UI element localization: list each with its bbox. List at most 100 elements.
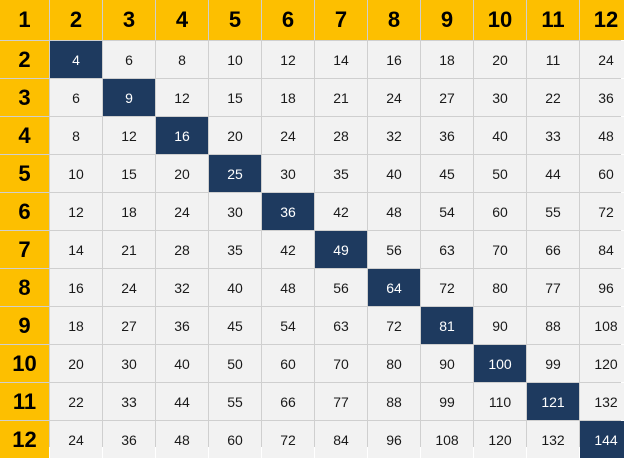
row-header-cell: 8 [0,269,49,306]
product-cell: 108 [580,307,624,344]
product-cell: 27 [421,79,473,116]
product-cell: 132 [527,421,579,458]
product-cell: 28 [315,117,367,154]
product-cell: 72 [262,421,314,458]
product-cell: 80 [368,345,420,382]
product-cell: 45 [209,307,261,344]
row-header-cell: 6 [0,193,49,230]
product-cell: 96 [368,421,420,458]
product-cell: 48 [368,193,420,230]
row-header-cell: 7 [0,231,49,268]
product-cell: 8 [156,41,208,78]
product-cell: 15 [103,155,155,192]
product-cell: 88 [527,307,579,344]
product-cell: 27 [103,307,155,344]
product-cell: 40 [156,345,208,382]
square-product-cell: 25 [209,155,261,192]
product-cell: 66 [262,383,314,420]
column-header-cell: 12 [580,0,624,40]
product-cell: 20 [50,345,102,382]
product-cell: 50 [209,345,261,382]
product-cell: 66 [527,231,579,268]
product-cell: 21 [315,79,367,116]
column-header-cell: 6 [262,0,314,40]
square-product-cell: 81 [421,307,473,344]
product-cell: 14 [315,41,367,78]
product-cell: 60 [474,193,526,230]
product-cell: 36 [156,307,208,344]
product-cell: 50 [474,155,526,192]
product-cell: 72 [421,269,473,306]
row-header-cell: 4 [0,117,49,154]
product-cell: 42 [315,193,367,230]
product-cell: 32 [368,117,420,154]
row-header-cell: 9 [0,307,49,344]
product-cell: 22 [50,383,102,420]
product-cell: 54 [262,307,314,344]
product-cell: 42 [262,231,314,268]
product-cell: 80 [474,269,526,306]
product-cell: 48 [156,421,208,458]
product-cell: 6 [50,79,102,116]
square-product-cell: 36 [262,193,314,230]
product-cell: 15 [209,79,261,116]
product-cell: 36 [580,79,624,116]
product-cell: 77 [527,269,579,306]
row-header-cell: 2 [0,41,49,78]
product-cell: 84 [315,421,367,458]
product-cell: 12 [262,41,314,78]
product-cell: 60 [262,345,314,382]
product-cell: 90 [421,345,473,382]
product-cell: 12 [103,117,155,154]
product-cell: 55 [527,193,579,230]
product-cell: 120 [474,421,526,458]
product-cell: 60 [209,421,261,458]
product-cell: 54 [421,193,473,230]
product-cell: 45 [421,155,473,192]
product-cell: 18 [103,193,155,230]
product-cell: 35 [315,155,367,192]
column-header-cell: 3 [103,0,155,40]
product-cell: 24 [103,269,155,306]
product-cell: 70 [315,345,367,382]
product-cell: 36 [421,117,473,154]
product-cell: 12 [50,193,102,230]
row-header-cell: 3 [0,79,49,116]
product-cell: 10 [50,155,102,192]
product-cell: 120 [580,345,624,382]
product-cell: 132 [580,383,624,420]
product-cell: 70 [474,231,526,268]
product-cell: 99 [421,383,473,420]
product-cell: 24 [368,79,420,116]
column-header-cell: 10 [474,0,526,40]
product-cell: 40 [368,155,420,192]
corner-header-cell: 1 [0,0,49,40]
product-cell: 77 [315,383,367,420]
product-cell: 10 [209,41,261,78]
product-cell: 44 [527,155,579,192]
product-cell: 33 [527,117,579,154]
square-product-cell: 100 [474,345,526,382]
column-header-cell: 2 [50,0,102,40]
column-header-cell: 5 [209,0,261,40]
product-cell: 8 [50,117,102,154]
product-cell: 110 [474,383,526,420]
row-header-cell: 5 [0,155,49,192]
row-header-cell: 11 [0,383,49,420]
product-cell: 6 [103,41,155,78]
product-cell: 36 [103,421,155,458]
column-header-cell: 11 [527,0,579,40]
product-cell: 30 [103,345,155,382]
product-cell: 24 [156,193,208,230]
column-header-cell: 9 [421,0,473,40]
product-cell: 20 [474,41,526,78]
product-cell: 88 [368,383,420,420]
product-cell: 22 [527,79,579,116]
product-cell: 14 [50,231,102,268]
product-cell: 63 [315,307,367,344]
product-cell: 24 [50,421,102,458]
product-cell: 44 [156,383,208,420]
product-cell: 33 [103,383,155,420]
product-cell: 11 [527,41,579,78]
